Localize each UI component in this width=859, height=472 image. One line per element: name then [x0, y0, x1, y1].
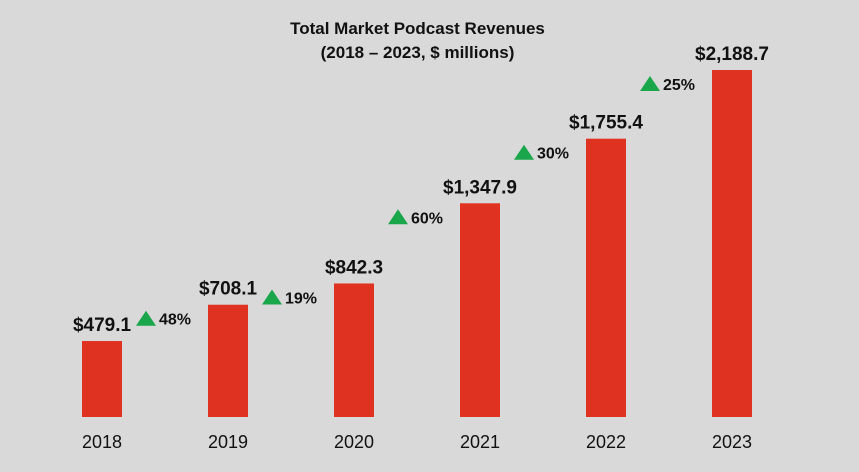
bar	[82, 341, 122, 417]
bar	[208, 304, 248, 417]
x-tick-label: 2020	[334, 432, 374, 452]
growth-up-arrow-icon	[640, 76, 660, 91]
bar-value-label: $708.1	[199, 279, 258, 300]
growth-percent-label: 30%	[537, 146, 569, 163]
growth-percent-label: 25%	[663, 77, 695, 94]
bar	[712, 70, 752, 417]
bar	[460, 203, 500, 417]
bar	[586, 138, 626, 417]
growth-percent-label: 19%	[285, 290, 317, 307]
bar-value-label: $2,188.7	[695, 44, 769, 65]
chart-subtitle: (2018 – 2023, $ millions)	[320, 43, 515, 62]
bar-value-label: $479.1	[73, 315, 132, 336]
bar-value-label: $842.3	[325, 257, 383, 278]
growth-percent-label: 48%	[159, 312, 191, 329]
bar-value-label: $1,347.9	[443, 177, 517, 198]
bar	[334, 283, 374, 417]
growth-percent-label: 60%	[411, 210, 443, 227]
x-tick-label: 2019	[208, 432, 248, 452]
growth-up-arrow-icon	[388, 209, 408, 225]
chart-title: Total Market Podcast Revenues	[290, 19, 545, 38]
x-tick-label: 2018	[82, 432, 122, 452]
bar-value-label: $1,755.4	[569, 113, 643, 134]
x-tick-label: 2022	[586, 432, 626, 452]
growth-up-arrow-icon	[136, 310, 156, 326]
growth-up-arrow-icon	[514, 144, 534, 160]
x-tick-label: 2023	[712, 432, 752, 452]
x-tick-label: 2021	[460, 432, 500, 452]
growth-up-arrow-icon	[262, 289, 282, 305]
